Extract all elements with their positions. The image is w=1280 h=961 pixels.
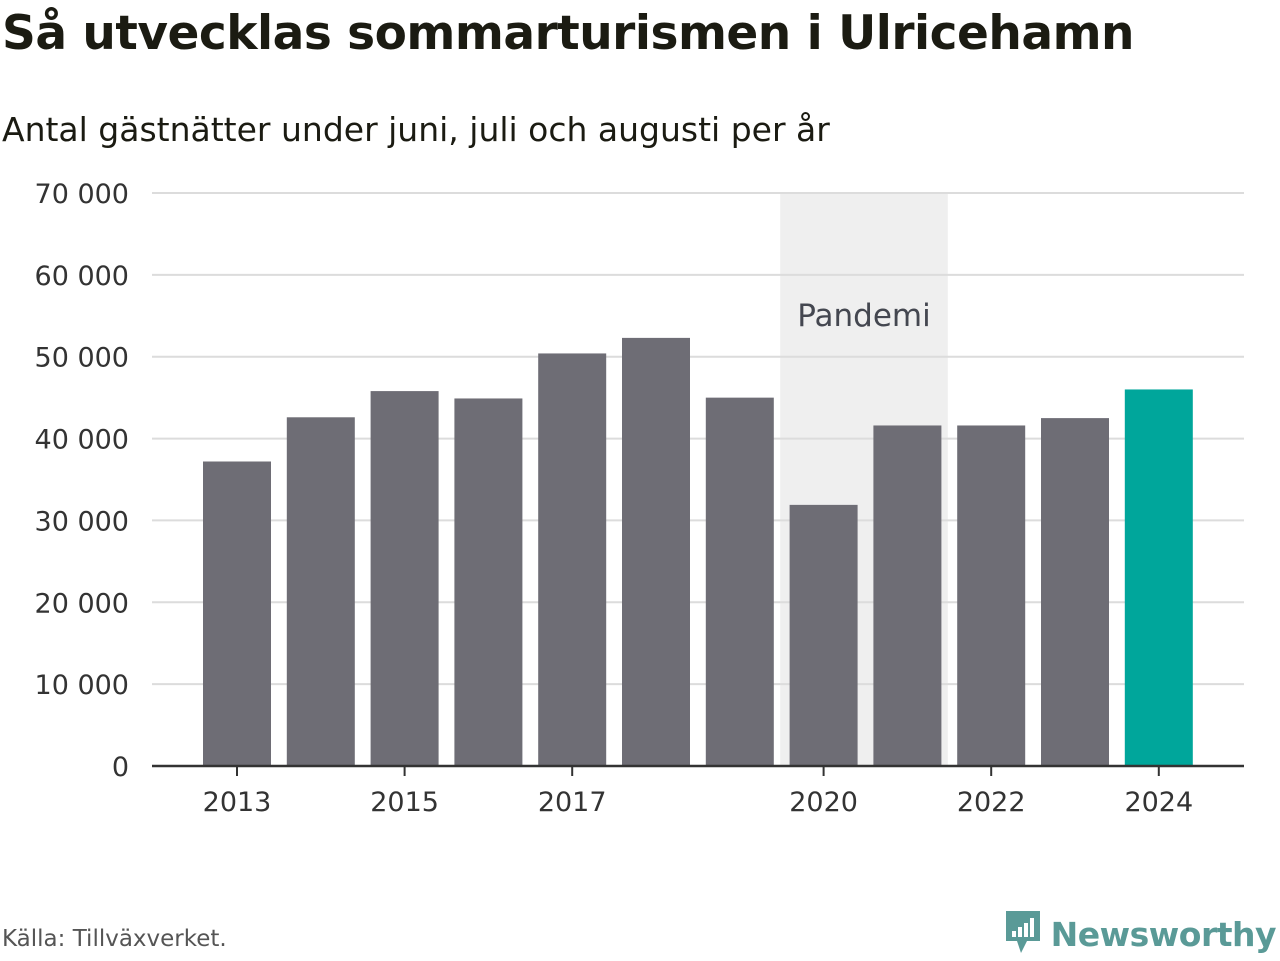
y-tick-label: 30 000 (35, 506, 129, 537)
bar-2013 (203, 461, 271, 766)
bar-2023 (1041, 418, 1109, 766)
y-tick-label: 0 (112, 752, 129, 783)
axes: 0 10 000 20 000 30 000 40 000 50 000 60 000 70 … (35, 179, 1244, 818)
y-tick-label: 70 000 (35, 179, 129, 210)
bar-2018 (622, 337, 690, 766)
x-tick-label: 2015 (370, 787, 439, 818)
bar-2024 (1124, 389, 1193, 766)
bar-chart: Pandemi 0 10 000 20 000 30 000 40 000 50 000 6… (35, 179, 1244, 818)
y-tick-label: 10 000 (35, 670, 129, 701)
chart-title: Så utvecklas sommarturismen i Ulricehamn (2, 6, 1135, 61)
source-note: Källa: Tillväxverket. (2, 926, 227, 952)
bars (203, 337, 1193, 766)
x-tick-label: 2020 (789, 787, 858, 818)
bar-2015 (370, 391, 439, 766)
x-tick-label: 2022 (957, 787, 1026, 818)
bar-2019 (705, 397, 774, 766)
bar-2017 (538, 353, 607, 766)
chart-subtitle: Antal gästnätter under juni, juli och au… (2, 110, 830, 149)
x-tick-label: 2013 (203, 787, 272, 818)
y-tick-label: 20 000 (35, 588, 129, 619)
bar-2016 (454, 398, 523, 766)
brand-logo[interactable]: Newsworthy (1003, 907, 1277, 961)
y-tick-label: 40 000 (35, 425, 129, 456)
pandemic-label: Pandemi (797, 298, 931, 334)
y-tick-label: 60 000 (35, 261, 129, 292)
bar-2022 (957, 425, 1026, 766)
x-tick-label: 2024 (1124, 787, 1193, 818)
newsworthy-logo-icon (1003, 907, 1043, 961)
x-tick-label: 2017 (538, 787, 607, 818)
bar-2021 (873, 425, 942, 766)
bar-2020 (789, 504, 858, 766)
brand-name: Newsworthy (1050, 914, 1277, 954)
bar-2014 (286, 417, 355, 766)
y-tick-label: 50 000 (35, 343, 129, 374)
